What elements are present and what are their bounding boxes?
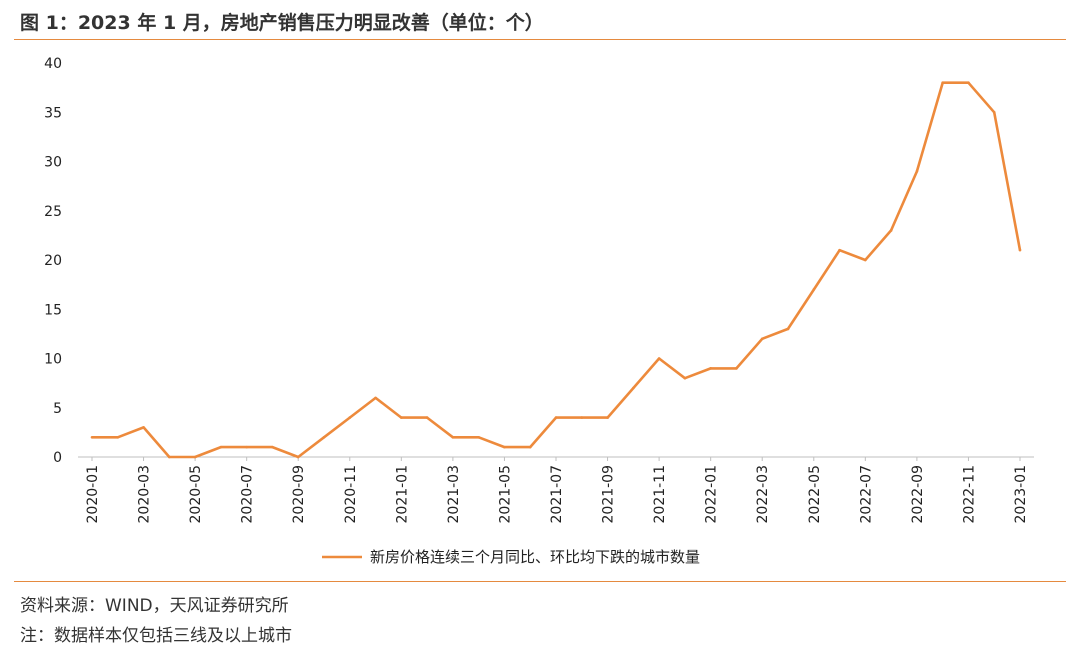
x-tick-label: 2020-03 [137,465,153,524]
data-point [915,170,919,173]
bottom-divider [14,581,1066,582]
data-point [219,445,223,449]
x-tick-label: 2020-07 [240,465,256,524]
data-point [425,416,429,419]
y-tick-label: 35 [44,105,62,121]
data-point [580,416,584,419]
x-tick-label: 2021-09 [601,465,617,524]
data-point [90,436,94,439]
source-note: 资料来源：WIND，天风证券研究所 [20,596,289,616]
y-axis: 0 5 10 15 20 25 30 35 40 [44,56,62,466]
data-point [657,357,661,360]
data-point [992,110,996,114]
data-point [606,416,609,419]
data-point [735,367,738,370]
data-point [245,445,248,449]
legend: 新房价格连续三个月同比、环比均下跌的城市数量 [322,548,700,566]
x-tick-label: 2022-11 [961,465,977,524]
data-point [760,337,764,341]
legend-label: 新房价格连续三个月同比、环比均下跌的城市数量 [370,548,700,566]
sample-note: 注：数据样本仅包括三线及以上城市 [20,626,292,646]
data-point [683,376,687,380]
x-tick-label: 2020-01 [85,465,101,524]
x-tick-label: 2021-03 [446,465,462,524]
series-line [92,81,1022,459]
y-tick-label: 10 [44,352,62,368]
data-point [1018,248,1022,252]
data-point [271,445,274,449]
x-tick-label: 2021-01 [394,465,410,524]
data-point [709,367,712,370]
data-point [451,436,455,439]
y-tick-label: 0 [53,450,62,466]
data-point [812,288,816,291]
x-tick-label: 2021-05 [497,465,513,524]
series-points [90,81,1022,459]
x-tick-label: 2023-01 [1013,465,1029,524]
x-tick-label: 2022-07 [858,465,874,524]
data-point [296,455,300,459]
data-point [142,426,145,429]
page-title: 图 1：2023 年 1 月，房地产销售压力明显改善（单位：个） [20,12,544,34]
data-point [477,436,480,439]
x-tick-label: 2020-11 [343,465,359,524]
x-tick-label: 2022-01 [704,465,720,524]
data-point [503,445,506,449]
data-point [528,445,532,449]
data-point [348,416,352,419]
data-point [864,258,867,262]
data-point [374,396,377,400]
y-tick-label: 25 [44,204,62,220]
x-tick-label: 2020-05 [188,465,204,524]
data-point [554,416,558,419]
y-tick-label: 40 [44,56,62,72]
data-point [322,436,326,439]
data-point [786,327,790,331]
data-point [168,455,171,459]
x-tick-label: 2022-09 [910,465,926,524]
data-point [838,248,841,252]
top-divider [14,39,1066,40]
x-tick-label: 2020-09 [291,465,307,524]
data-point [632,386,635,390]
data-point [889,229,893,232]
data-point [967,81,970,84]
data-point [193,455,197,459]
data-point [116,436,120,439]
x-tick-label: 2022-05 [807,465,823,524]
data-point [400,416,403,419]
data-point [941,81,944,84]
x-tick-label: 2022-03 [755,465,771,524]
x-axis: 2020-01 2020-03 2020-05 2020-07 2020-09 2020-… [85,457,1029,524]
y-tick-label: 20 [44,253,62,269]
y-tick-label: 15 [44,302,62,318]
y-tick-label: 30 [44,155,62,171]
y-tick-label: 5 [53,401,62,417]
x-tick-label: 2021-11 [652,465,668,524]
x-tick-label: 2021-07 [549,465,565,524]
